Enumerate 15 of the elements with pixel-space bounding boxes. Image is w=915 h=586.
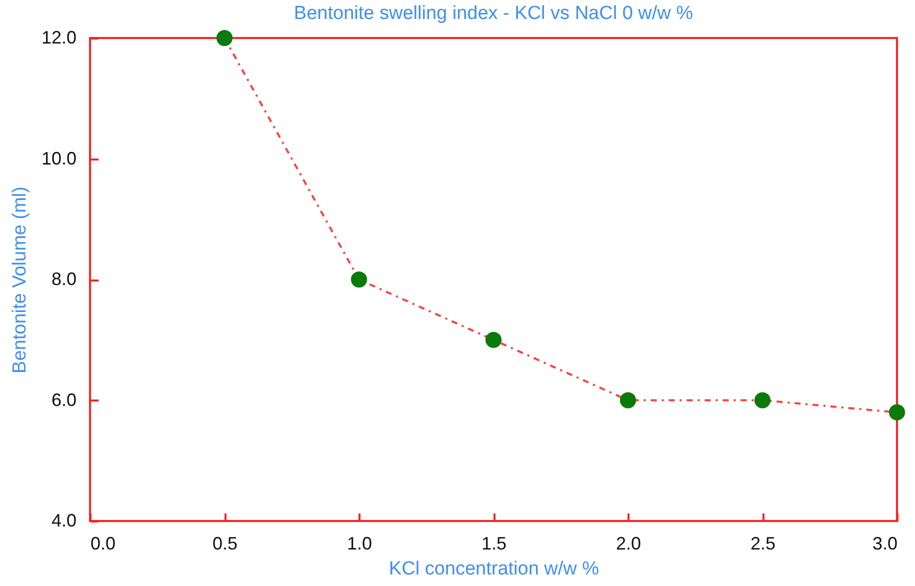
x-tick-label: 1.0 bbox=[346, 534, 372, 554]
x-tick-label: 0.5 bbox=[212, 534, 238, 554]
y-tick-label: 6.0 bbox=[51, 390, 76, 410]
y-axis-title: Bentonite Volume (ml) bbox=[9, 186, 30, 374]
x-tick-label: 1.5 bbox=[481, 534, 507, 554]
x-axis-title: KCl concentration w/w % bbox=[388, 558, 600, 580]
x-tick-label: 0.0 bbox=[90, 534, 116, 554]
y-tick-label: 8.0 bbox=[51, 269, 76, 289]
x-tick-label: 2.0 bbox=[616, 534, 642, 554]
y-tick-label: 4.0 bbox=[51, 510, 76, 530]
x-tick-label: 3.0 bbox=[872, 534, 898, 554]
chart-title: Bentonite swelling index - KCl vs NaCl 0 w/w % bbox=[294, 3, 694, 24]
y-tick-label: 10.0 bbox=[41, 148, 76, 168]
x-tick-label: 2.5 bbox=[750, 534, 776, 554]
y-tick-label: 12.0 bbox=[41, 28, 76, 48]
